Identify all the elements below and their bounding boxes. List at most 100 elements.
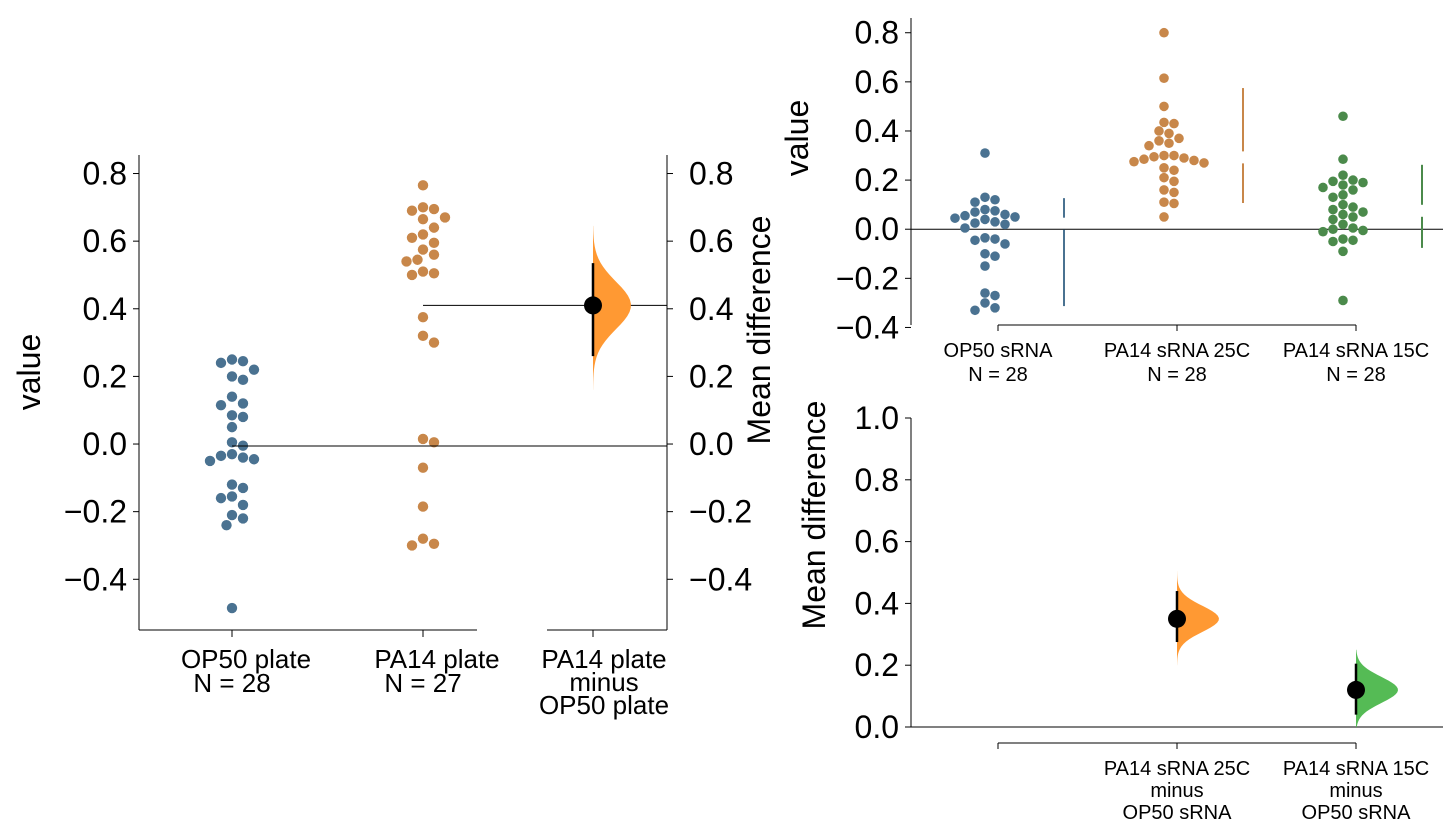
top-y-tick-label: 0.4: [855, 113, 899, 149]
data-point: [1348, 223, 1358, 233]
data-point: [429, 204, 439, 214]
data-point: [1338, 111, 1348, 121]
top-y-tick-label: 0.8: [855, 15, 899, 51]
data-point: [960, 223, 970, 233]
data-point: [249, 454, 259, 464]
top-y-tick-label: −0.4: [836, 309, 899, 345]
data-point: [1338, 180, 1348, 190]
data-point: [1348, 235, 1358, 245]
data-point: [980, 233, 990, 243]
data-point: [1169, 199, 1179, 209]
data-point: [1358, 178, 1368, 188]
data-point: [418, 312, 428, 322]
data-point: [238, 356, 248, 366]
data-point: [227, 479, 237, 489]
data-point: [1189, 156, 1199, 166]
data-point: [1169, 165, 1179, 175]
left-y2-tick-label: 0.6: [689, 223, 733, 259]
data-point: [407, 270, 417, 280]
data-point: [1139, 154, 1149, 164]
data-point: [407, 233, 417, 243]
top-y-tick-label: 0.2: [855, 162, 899, 198]
data-point: [407, 206, 417, 216]
data-point: [1358, 207, 1368, 217]
left-n-label: N = 27: [384, 668, 461, 698]
data-point: [221, 520, 231, 530]
data-point: [227, 449, 237, 459]
data-point: [418, 462, 428, 472]
data-point: [227, 371, 237, 381]
data-point: [1154, 126, 1164, 136]
data-point: [1159, 151, 1169, 161]
data-point: [216, 358, 226, 368]
data-point: [1169, 119, 1179, 129]
left-y2-tick-label: 0.8: [689, 156, 733, 192]
data-point: [970, 218, 980, 228]
bottom-y-tick-label: 1.0: [855, 400, 899, 436]
top-x-tick-label: PA14 sRNA 15C: [1283, 340, 1429, 362]
data-point: [238, 500, 248, 510]
data-point: [418, 214, 428, 224]
data-point: [1318, 183, 1328, 193]
bottom-contrast-distribution-mean-point: [1347, 681, 1365, 699]
data-point: [227, 410, 237, 420]
data-point: [429, 238, 439, 248]
top-y-tick-label: −0.2: [836, 260, 899, 296]
data-point: [401, 256, 411, 266]
top-n-label: N = 28: [968, 364, 1027, 386]
data-point: [1159, 28, 1169, 38]
top-y-tick-label: 0.0: [855, 211, 899, 247]
data-point: [1318, 227, 1328, 237]
left-contrast-distribution-mean-point: [584, 296, 602, 314]
data-point: [1348, 202, 1358, 212]
data-point: [1000, 220, 1010, 230]
bottom-y-tick-label: 0.8: [855, 462, 899, 498]
left-y-tick-label: −0.2: [64, 494, 127, 530]
data-point: [1328, 224, 1338, 234]
left-y-tick-label: 0.2: [83, 358, 127, 394]
data-point: [960, 211, 970, 221]
data-point: [418, 244, 428, 254]
data-point: [227, 422, 237, 432]
data-point: [990, 234, 1000, 244]
left-y-tick-label: 0.8: [83, 156, 127, 192]
data-point: [970, 305, 980, 315]
data-point: [429, 268, 439, 278]
data-point: [990, 303, 1000, 313]
data-point: [1328, 237, 1338, 247]
data-point: [1338, 220, 1348, 230]
data-point: [429, 539, 439, 549]
data-point: [412, 255, 422, 265]
data-point: [418, 534, 428, 544]
data-point: [990, 206, 1000, 216]
data-point: [1169, 177, 1179, 187]
left-y2-tick-label: 0.0: [689, 426, 733, 462]
data-point: [1348, 212, 1358, 222]
left-y-tick-label: 0.6: [83, 223, 127, 259]
data-point: [980, 298, 990, 308]
left-n-label: N = 28: [193, 668, 270, 698]
data-point: [990, 251, 1000, 261]
data-point: [1328, 205, 1338, 215]
top-y-tick-label: 0.6: [855, 64, 899, 100]
data-point: [1144, 141, 1154, 151]
data-point: [429, 337, 439, 347]
data-point: [1159, 118, 1169, 128]
data-point: [249, 364, 259, 374]
data-point: [1129, 157, 1139, 167]
data-point: [1348, 185, 1358, 195]
data-point: [418, 331, 428, 341]
data-point: [1328, 177, 1338, 187]
data-point: [1159, 73, 1169, 83]
bottom-contrast-label: OP50 sRNA: [1123, 802, 1233, 824]
data-point: [418, 202, 428, 212]
data-point: [1348, 175, 1358, 185]
data-point: [970, 197, 980, 207]
data-point: [238, 513, 248, 523]
data-point: [216, 493, 226, 503]
left-y-tick-label: −0.4: [64, 561, 127, 597]
data-point: [418, 266, 428, 276]
data-point: [1159, 185, 1169, 195]
